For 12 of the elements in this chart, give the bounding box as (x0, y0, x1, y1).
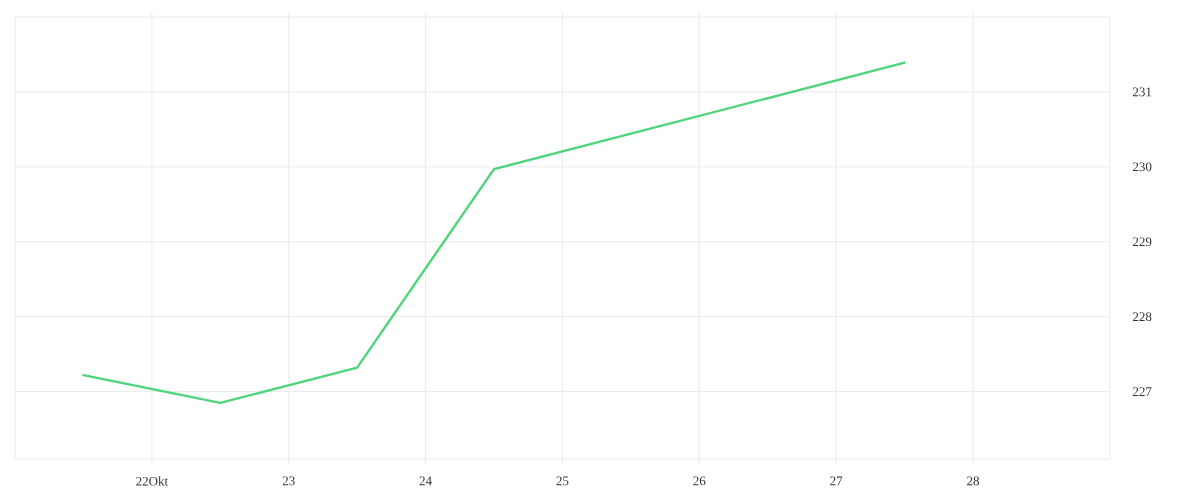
x-tick-label: 22Okt (136, 476, 169, 486)
x-tick-label: 23 (282, 476, 295, 486)
y-tick-label: 228 (1132, 312, 1152, 322)
y-tick-label: 231 (1132, 87, 1152, 97)
y-tick-label: 229 (1132, 237, 1152, 247)
x-tick-label: 27 (830, 476, 843, 486)
x-tick-label: 26 (693, 476, 706, 486)
y-tick-label: 227 (1132, 387, 1152, 396)
x-tick-label: 24 (419, 476, 432, 486)
x-tick-label: 28 (967, 476, 980, 486)
x-tick-label: 25 (556, 476, 569, 486)
y-tick-label: 230 (1132, 162, 1152, 172)
